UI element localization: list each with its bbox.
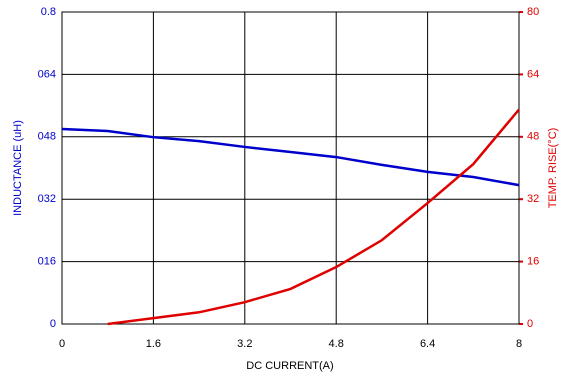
y-tick-label: 016 [38,256,56,268]
x-tick-label: 3.2 [237,338,252,350]
y2-tick-label: 64 [527,68,539,80]
x-tick-label: 6.4 [420,338,435,350]
x-tick-label: 1.6 [146,338,161,350]
y2-tick-label: 0 [527,318,533,330]
y2-tick-label: 80 [527,6,539,18]
y-tick-label: 0 [50,318,56,330]
y-tick-label: 0.8 [41,6,56,18]
series-line [107,108,520,326]
x-axis-label: DC CURRENT(A) [246,360,333,372]
y-tick-label: 048 [38,131,56,143]
y2-tick-label: 32 [527,193,539,205]
y2-tick-label: 48 [527,131,539,143]
x-tick-label: 0 [59,338,65,350]
plot-frame [61,11,520,325]
y-tick-label: 032 [38,193,56,205]
x-tick-label: 4.8 [329,338,344,350]
series-line [61,127,520,187]
y-tick-label: 064 [38,68,56,80]
y-axis-label: INDUCTANCE (uH) [12,120,24,216]
y2-tick-label: 16 [527,256,539,268]
x-tick-label: 8 [516,338,522,350]
y2-axis-label: TEMP. RISE(°C) [547,128,559,209]
